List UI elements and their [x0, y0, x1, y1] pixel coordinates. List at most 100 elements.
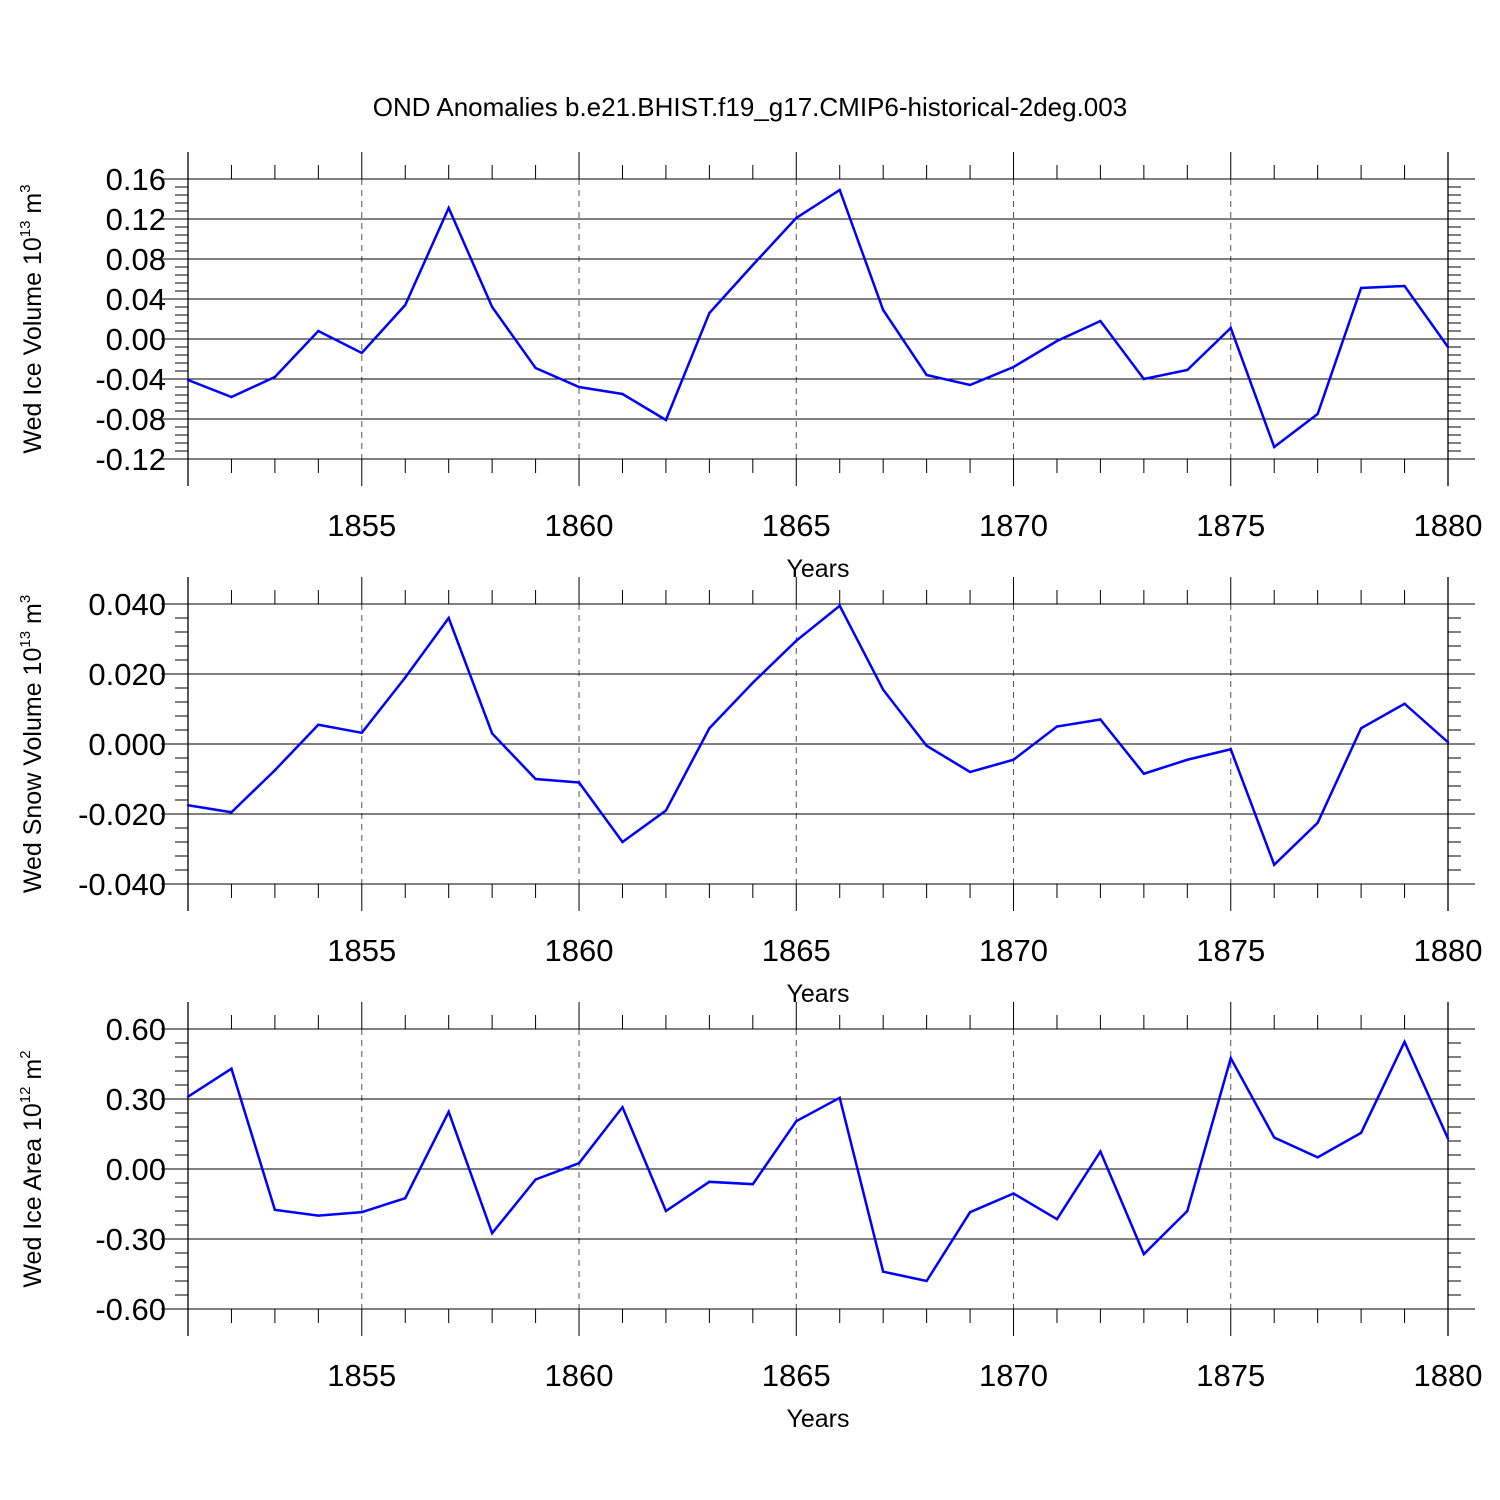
panel-3: -0.60 -0.30 0.00 0.30 0.60 1855 1860 1865 1870 18… — [17, 1002, 1482, 1433]
data-point — [186, 804, 190, 807]
data-point — [664, 809, 668, 812]
data-point — [751, 1182, 755, 1186]
data-point — [186, 378, 190, 382]
y-tick-label: -0.12 — [95, 442, 166, 477]
figure-title: OND Anomalies b.e21.BHIST.f19_g17.CMIP6-… — [373, 92, 1127, 122]
data-point — [1273, 863, 1276, 866]
y-tick-label: 0.040 — [88, 587, 166, 622]
data-point — [1446, 1137, 1450, 1140]
data-point — [881, 1270, 885, 1273]
data-point — [1099, 319, 1102, 323]
data-point — [317, 1214, 320, 1217]
x-tick-label: 1855 — [327, 508, 396, 543]
data-point — [838, 188, 841, 192]
data-point — [708, 1180, 711, 1184]
series-line — [187, 1038, 1450, 1283]
data-point — [881, 688, 885, 691]
data-point — [838, 1096, 841, 1100]
data-point — [230, 811, 233, 814]
data-point — [404, 1196, 407, 1200]
data-point — [404, 303, 407, 307]
data-point — [795, 1119, 798, 1123]
data-point — [1055, 725, 1059, 728]
data-point — [795, 216, 798, 220]
data-point — [1142, 772, 1146, 775]
data-point — [708, 311, 711, 315]
data-point — [1403, 702, 1406, 705]
x-tick-label: 1860 — [545, 1358, 614, 1393]
data-point — [1099, 718, 1102, 721]
data-point — [1012, 365, 1015, 369]
series-line — [187, 603, 1449, 867]
x-tick-label: 1860 — [545, 933, 614, 968]
data-point — [925, 1279, 928, 1283]
data-point — [577, 781, 581, 784]
x-tick-label: 1855 — [327, 1358, 396, 1393]
data-point — [1403, 284, 1406, 288]
x-axis-title: Years — [786, 555, 849, 583]
data-point — [534, 366, 537, 370]
data-point — [664, 1209, 668, 1213]
data-point — [1142, 377, 1146, 381]
data-point — [1446, 741, 1450, 744]
data-point — [230, 395, 233, 399]
y-tick-label: 0.12 — [106, 202, 166, 237]
y-tick-label: -0.08 — [95, 402, 166, 437]
x-axis-title: Years — [786, 980, 849, 1008]
data-point — [1055, 339, 1059, 343]
data-point — [621, 392, 624, 396]
data-point — [925, 373, 928, 377]
data-point — [577, 385, 581, 389]
y-tick-label: 0.60 — [106, 1012, 166, 1047]
x-tick-label: 1855 — [327, 933, 396, 968]
x-tick-label: 1880 — [1414, 508, 1483, 543]
y-tick-label: 0.020 — [88, 657, 166, 692]
data-point — [1403, 1040, 1406, 1044]
data-point — [968, 770, 972, 774]
y-tick-label: 0.30 — [106, 1082, 166, 1117]
data-point — [273, 375, 277, 379]
series-line — [187, 188, 1450, 450]
data-point — [577, 1161, 581, 1165]
y-tick-label: -0.30 — [95, 1222, 166, 1257]
y-axis-title: Wed Snow Volume 1013 m3 — [17, 595, 47, 893]
y-tick-label: -0.040 — [78, 867, 166, 902]
x-axis-title: Years — [786, 1405, 849, 1433]
data-point — [1012, 1192, 1015, 1195]
data-point — [968, 1210, 972, 1214]
data-point — [1229, 1056, 1232, 1060]
data-point — [1186, 758, 1189, 761]
y-tick-label: 0.000 — [88, 727, 166, 762]
data-point — [490, 1231, 494, 1235]
data-point — [1229, 326, 1232, 330]
y-tick-label: 0.00 — [106, 322, 166, 357]
data-point — [447, 616, 450, 620]
x-tick-label: 1865 — [762, 933, 831, 968]
data-point — [1359, 1131, 1363, 1135]
x-tick-label: 1875 — [1196, 508, 1265, 543]
data-point — [317, 723, 320, 726]
y-tick-label: -0.04 — [95, 362, 166, 397]
x-tick-label: 1870 — [979, 508, 1048, 543]
data-point — [360, 351, 363, 355]
data-point — [621, 1105, 624, 1109]
data-point — [1186, 1209, 1189, 1213]
panel-2: -0.040 -0.020 0.000 0.020 0.040 1855 1860 1865 1… — [17, 577, 1482, 1008]
x-tick-label: 1875 — [1196, 933, 1265, 968]
data-point — [838, 604, 841, 607]
y-tick-label: 0.16 — [106, 162, 166, 197]
y-axis-title: Wed Ice Volume 1013 m3 — [17, 184, 47, 453]
x-tick-label: 1880 — [1414, 1358, 1483, 1393]
y-tick-label: -0.60 — [95, 1292, 166, 1327]
data-point — [1055, 1217, 1059, 1221]
data-point — [1316, 1156, 1319, 1159]
data-point — [968, 383, 972, 387]
x-tick-label: 1880 — [1414, 933, 1483, 968]
data-point — [1446, 345, 1450, 349]
data-point — [490, 305, 494, 309]
y-tick-label: 0.08 — [106, 242, 166, 277]
data-point — [1186, 368, 1189, 372]
data-point — [360, 731, 363, 734]
